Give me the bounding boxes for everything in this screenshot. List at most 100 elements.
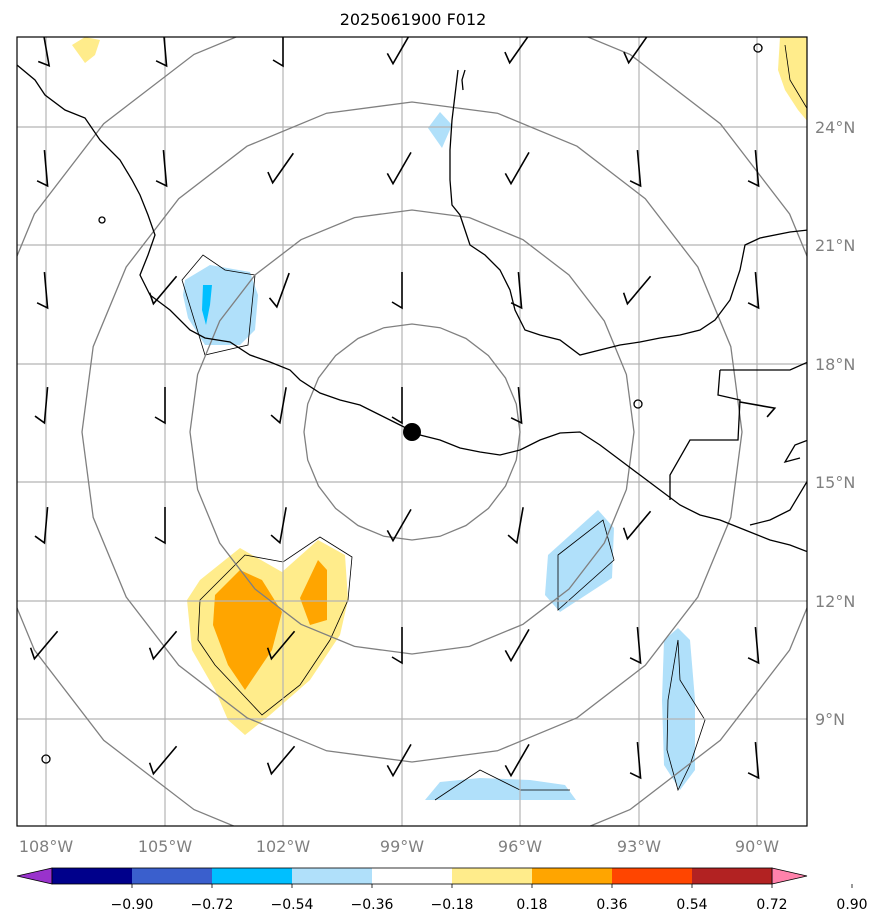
wind-barb <box>155 37 168 68</box>
positive-anomaly-patch <box>72 37 100 63</box>
contour-line <box>557 519 615 611</box>
negative-anomaly-patch <box>662 628 695 790</box>
positive-anomaly-patch <box>778 37 807 121</box>
pacific-coast <box>17 64 807 553</box>
range-ring <box>189 209 635 655</box>
wind-barb <box>504 152 530 186</box>
colorbar-tick-label: −0.72 <box>191 897 234 913</box>
longitude-label: 96°W <box>498 837 542 856</box>
colorbar-tick-label: 0.54 <box>676 897 707 913</box>
wind-barb <box>34 386 49 425</box>
latitude-label: 15°N <box>815 473 855 492</box>
colorbar: −0.90 −0.72 −0.54 −0.36 −0.18 0.18 0.36 0.54 0.7… <box>16 867 868 913</box>
wind-barb <box>747 149 760 188</box>
latitude-label: 12°N <box>815 592 855 611</box>
wind-barb <box>747 741 760 780</box>
longitude-label: 90°W <box>735 837 779 856</box>
wind-barb <box>391 627 403 665</box>
wind-barb <box>270 387 287 425</box>
contour-line <box>434 769 570 801</box>
wind-barb <box>623 37 650 65</box>
wind-barb <box>148 745 178 776</box>
wind-barb <box>37 37 51 67</box>
wind-barb <box>148 275 178 306</box>
wind-barb <box>386 37 412 66</box>
contour-line <box>197 536 353 716</box>
colorbar-bin <box>452 868 532 884</box>
positive-anomaly-patch-core <box>213 570 282 690</box>
negative-anomaly-patch <box>183 265 258 345</box>
positive-anomaly-patch-core <box>300 560 327 625</box>
wind-barb <box>622 510 652 541</box>
wind-barb <box>629 741 642 780</box>
island <box>98 216 106 224</box>
wind-barb <box>504 744 530 778</box>
wind-barb <box>507 507 524 545</box>
wind-barb <box>36 271 49 310</box>
shaded-field <box>72 37 807 800</box>
range-ring <box>81 101 743 763</box>
wind-barb <box>510 271 523 310</box>
longitude-label: 108°W <box>19 837 74 856</box>
wind-barb <box>386 152 412 186</box>
negative-anomaly-patch-core <box>202 285 212 325</box>
wind-barb <box>34 506 49 545</box>
yucatan-coast <box>720 361 807 371</box>
longitude-label: 102°W <box>256 837 311 856</box>
wind-barb <box>266 630 296 661</box>
wind-barb <box>747 271 760 310</box>
colorbar-extend-high <box>771 867 808 885</box>
wind-barb <box>739 401 777 418</box>
latitude-label: 18°N <box>815 355 855 374</box>
map-frame <box>16 36 808 827</box>
storm-center-marker <box>403 423 421 441</box>
wind-barb <box>622 275 652 306</box>
wind-barbs <box>29 37 777 780</box>
colorbar-bin <box>292 868 372 884</box>
colorbar-tick-label: −0.54 <box>271 897 314 913</box>
colorbar-bin <box>532 868 612 884</box>
contour-line <box>784 44 807 110</box>
wind-barb <box>148 630 178 661</box>
longitude-label: 105°W <box>138 837 193 856</box>
latitude-labels: 24°N 21°N 18°N 15°N 12°N 9°N <box>815 118 855 729</box>
wind-barb <box>272 37 284 68</box>
colorbar-bin <box>52 868 132 884</box>
range-ring <box>303 323 521 541</box>
wind-barb <box>270 507 287 545</box>
wind-barb <box>154 387 166 425</box>
negative-anomaly-patch <box>545 510 614 612</box>
range-ring <box>17 37 807 826</box>
colorbar-tick-label: 0.18 <box>516 897 547 913</box>
range-rings <box>17 37 807 826</box>
colorbar-bin <box>692 868 772 884</box>
colorbar-tick-label: −0.90 <box>111 897 154 913</box>
negative-anomaly-patch <box>425 778 576 800</box>
wind-barb <box>391 272 403 310</box>
wind-barb <box>386 509 412 543</box>
wind-barb <box>36 149 49 188</box>
latitude-label: 21°N <box>815 236 855 255</box>
caribbean-coast <box>749 439 807 526</box>
map-title: 2025061900 F012 <box>339 10 487 29</box>
wind-barb <box>267 152 294 185</box>
colorbar-tick-label: 0.72 <box>756 897 787 913</box>
colorbar-extend-low <box>16 867 53 885</box>
latitude-label: 9°N <box>815 710 845 729</box>
colorbar-bin <box>372 868 452 884</box>
coastline <box>17 43 807 764</box>
contour-line <box>666 639 706 792</box>
wind-barb <box>629 626 642 665</box>
island <box>753 43 763 53</box>
wind-barb <box>266 745 296 776</box>
island <box>633 399 643 409</box>
wind-barb <box>154 507 166 545</box>
colorbar-tick-label: 0.36 <box>596 897 627 913</box>
colorbar-bin <box>212 868 292 884</box>
wind-barb <box>386 744 412 778</box>
colorbar-tick-label: −0.36 <box>351 897 394 913</box>
gulf-coast <box>461 69 466 91</box>
border-line <box>669 369 741 500</box>
longitude-label: 93°W <box>617 837 661 856</box>
